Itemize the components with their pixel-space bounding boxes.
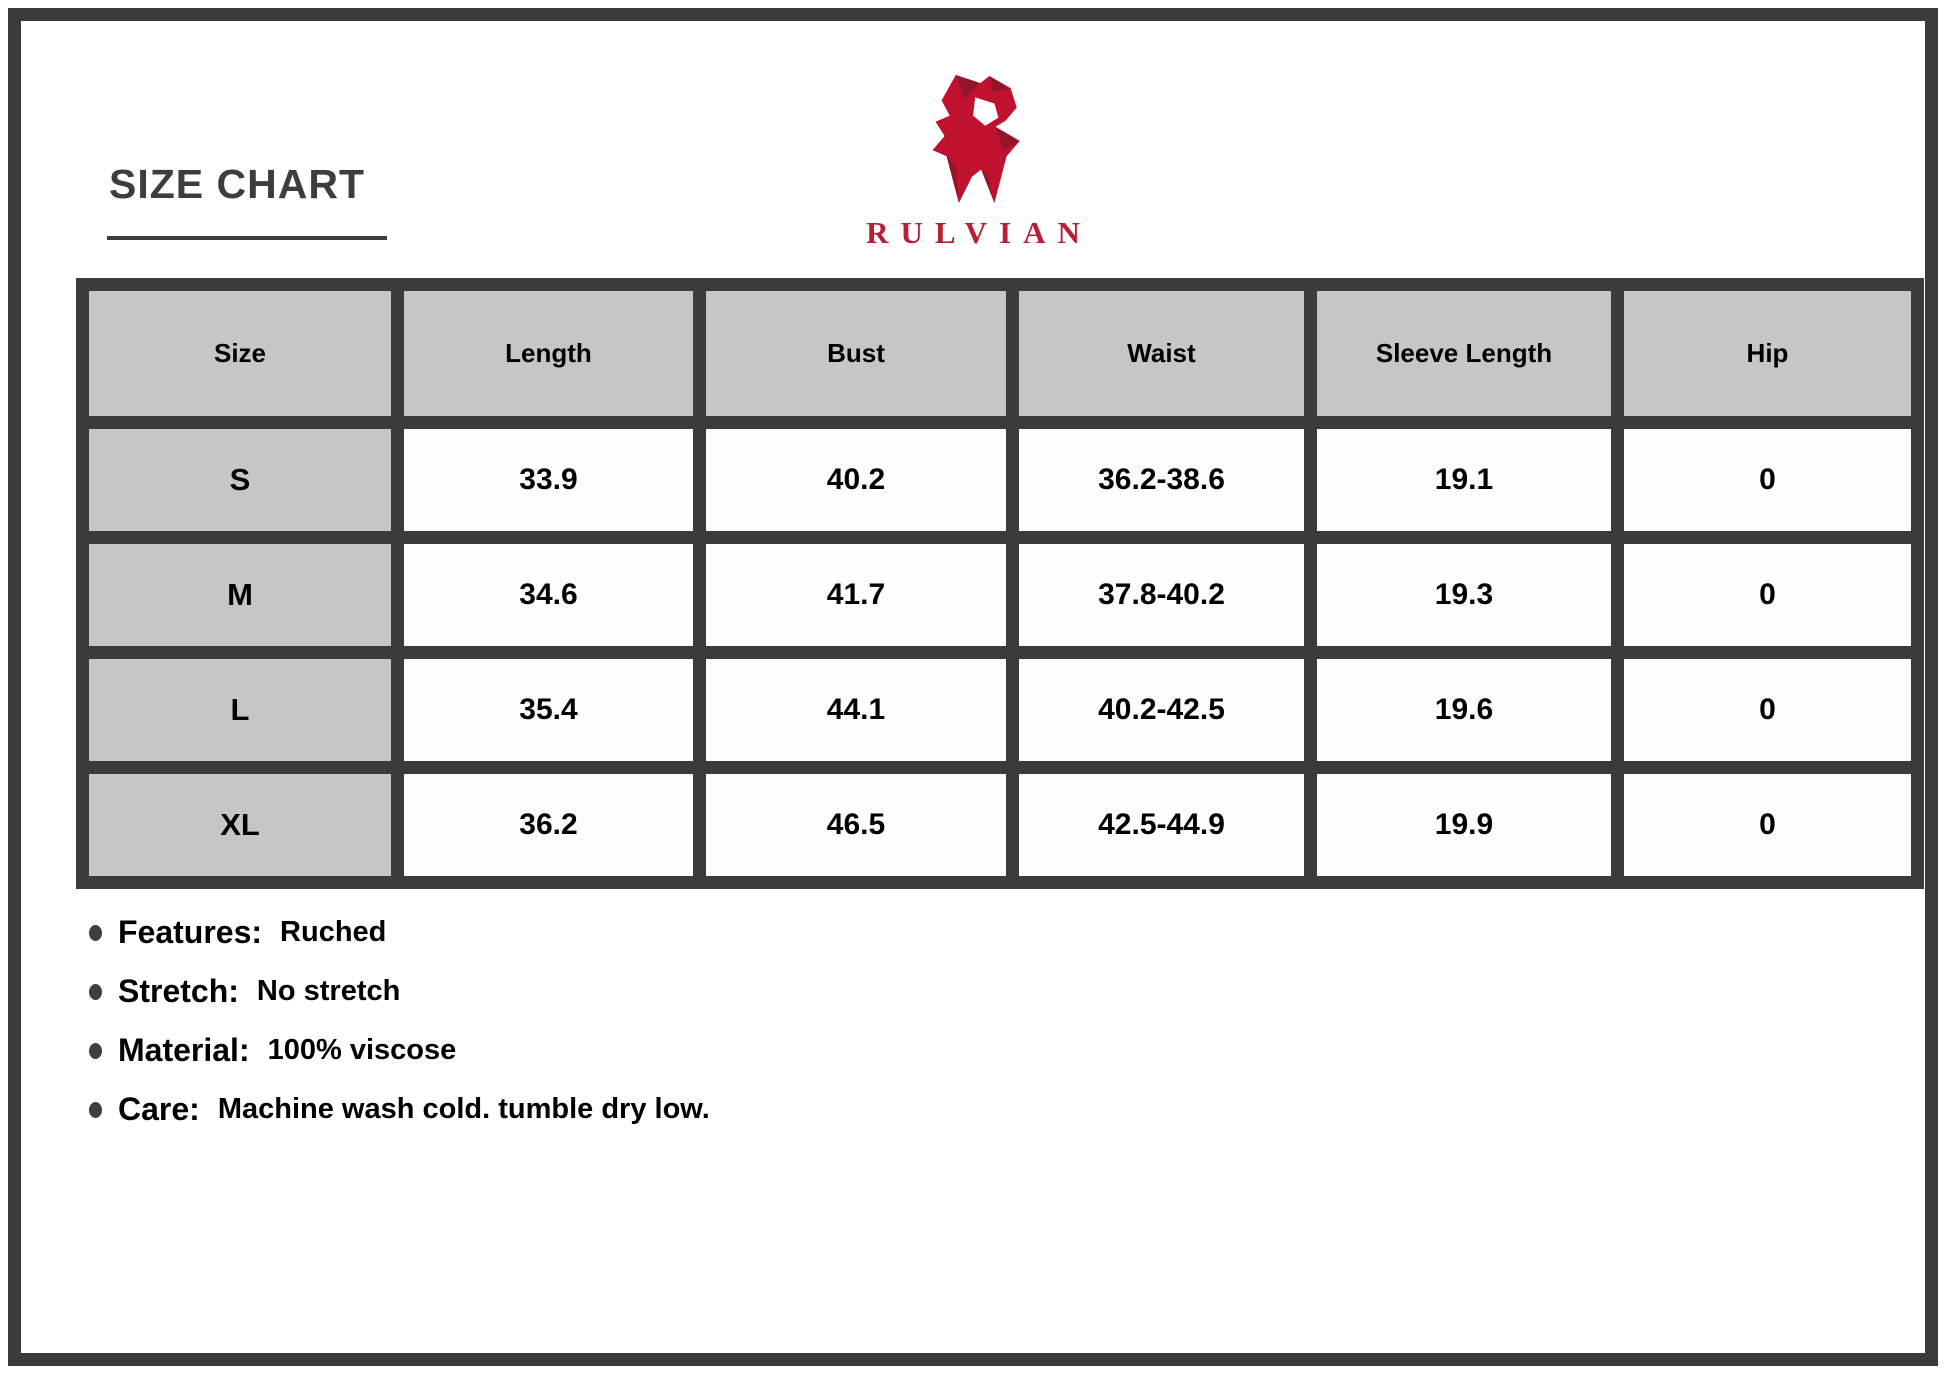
size-cell: L bbox=[76, 646, 404, 774]
table-cell: 34.6 bbox=[391, 531, 706, 659]
table-cell: 33.9 bbox=[391, 416, 706, 544]
size-table-header: Size Length Bust Waist Sleeve Length Hip bbox=[76, 278, 1924, 429]
detail-item: Features: Ruched bbox=[89, 914, 710, 951]
table-cell: 19.1 bbox=[1304, 416, 1624, 544]
page-title: SIZE CHART bbox=[109, 161, 365, 207]
table-cell: 36.2 bbox=[391, 761, 706, 889]
detail-label: Features: bbox=[118, 914, 263, 950]
title-block: SIZE CHART bbox=[107, 161, 387, 240]
table-cell: 36.2-38.6 bbox=[1006, 416, 1317, 544]
page-frame: SIZE CHART RULVIAN Size Length Bust Waist Sl… bbox=[8, 8, 1938, 1366]
detail-value: Machine wash cold. tumble dry low. bbox=[217, 1093, 710, 1125]
table-cell: 19.9 bbox=[1304, 761, 1624, 889]
bullet-icon bbox=[89, 924, 102, 941]
title-underline bbox=[107, 236, 387, 240]
table-row: M 34.6 41.7 37.8-40.2 19.3 0 bbox=[76, 531, 1924, 659]
table-cell: 19.3 bbox=[1304, 531, 1624, 659]
size-cell: XL bbox=[76, 761, 404, 889]
table-row: L 35.4 44.1 40.2-42.5 19.6 0 bbox=[76, 646, 1924, 774]
table-cell: 41.7 bbox=[693, 531, 1019, 659]
size-cell: S bbox=[76, 416, 404, 544]
detail-label: Material: bbox=[118, 1032, 250, 1068]
table-cell: 40.2-42.5 bbox=[1006, 646, 1317, 774]
detail-value: 100% viscose bbox=[267, 1034, 457, 1066]
size-cell: M bbox=[76, 531, 404, 659]
brand-logo: RULVIAN bbox=[854, 73, 1092, 251]
header-cell: Hip bbox=[1611, 278, 1924, 429]
table-row: S 33.9 40.2 36.2-38.6 19.1 0 bbox=[76, 416, 1924, 544]
header-cell: Sleeve Length bbox=[1304, 278, 1624, 429]
table-row: XL 36.2 46.5 42.5-44.9 19.9 0 bbox=[76, 761, 1924, 889]
details-list: Features: Ruched Stretch: No stretch Materia… bbox=[89, 914, 710, 1150]
detail-value: No stretch bbox=[256, 975, 401, 1007]
table-cell: 42.5-44.9 bbox=[1006, 761, 1317, 889]
header-cell: Length bbox=[391, 278, 706, 429]
size-table: Size Length Bust Waist Sleeve Length Hip S 33.… bbox=[76, 278, 1924, 889]
size-table-body: S 33.9 40.2 36.2-38.6 19.1 0 M 34.6 41.7 37.8-40.… bbox=[76, 416, 1924, 889]
table-cell: 0 bbox=[1611, 761, 1924, 889]
table-cell: 35.4 bbox=[391, 646, 706, 774]
header-row: Size Length Bust Waist Sleeve Length Hip bbox=[76, 278, 1924, 429]
header-cell: Waist bbox=[1006, 278, 1317, 429]
table-cell: 0 bbox=[1611, 416, 1924, 544]
bullet-icon bbox=[89, 1042, 102, 1059]
bullet-icon bbox=[89, 1101, 102, 1118]
table-cell: 0 bbox=[1611, 646, 1924, 774]
detail-item: Stretch: No stretch bbox=[89, 973, 710, 1010]
brand-name: RULVIAN bbox=[866, 215, 1092, 250]
table-cell: 0 bbox=[1611, 531, 1924, 659]
detail-label: Stretch: bbox=[118, 973, 239, 1009]
detail-value: Ruched bbox=[280, 916, 387, 948]
bullet-icon bbox=[89, 983, 102, 1000]
header-cell: Size bbox=[76, 278, 404, 429]
detail-item: Material: 100% viscose bbox=[89, 1032, 710, 1069]
table-cell: 37.8-40.2 bbox=[1006, 531, 1317, 659]
detail-item: Care: Machine wash cold. tumble dry low. bbox=[89, 1091, 710, 1128]
brand-r-icon bbox=[932, 75, 1020, 203]
table-cell: 46.5 bbox=[693, 761, 1019, 889]
table-cell: 19.6 bbox=[1304, 646, 1624, 774]
detail-label: Care: bbox=[118, 1091, 200, 1127]
table-cell: 44.1 bbox=[693, 646, 1019, 774]
table-cell: 40.2 bbox=[693, 416, 1019, 544]
header-cell: Bust bbox=[693, 278, 1019, 429]
